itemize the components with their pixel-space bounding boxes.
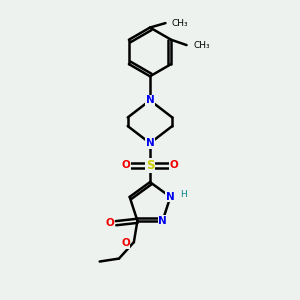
- Text: O: O: [122, 160, 130, 170]
- Text: N: N: [166, 192, 175, 202]
- Text: CH₃: CH₃: [172, 19, 189, 28]
- Text: O: O: [105, 218, 114, 228]
- Text: H: H: [180, 190, 187, 199]
- Text: N: N: [146, 95, 154, 105]
- Text: N: N: [158, 216, 167, 226]
- Text: O: O: [169, 160, 178, 170]
- Text: S: S: [146, 159, 154, 172]
- Text: N: N: [146, 138, 154, 148]
- Text: CH₃: CH₃: [193, 40, 210, 50]
- Text: O: O: [121, 238, 130, 248]
